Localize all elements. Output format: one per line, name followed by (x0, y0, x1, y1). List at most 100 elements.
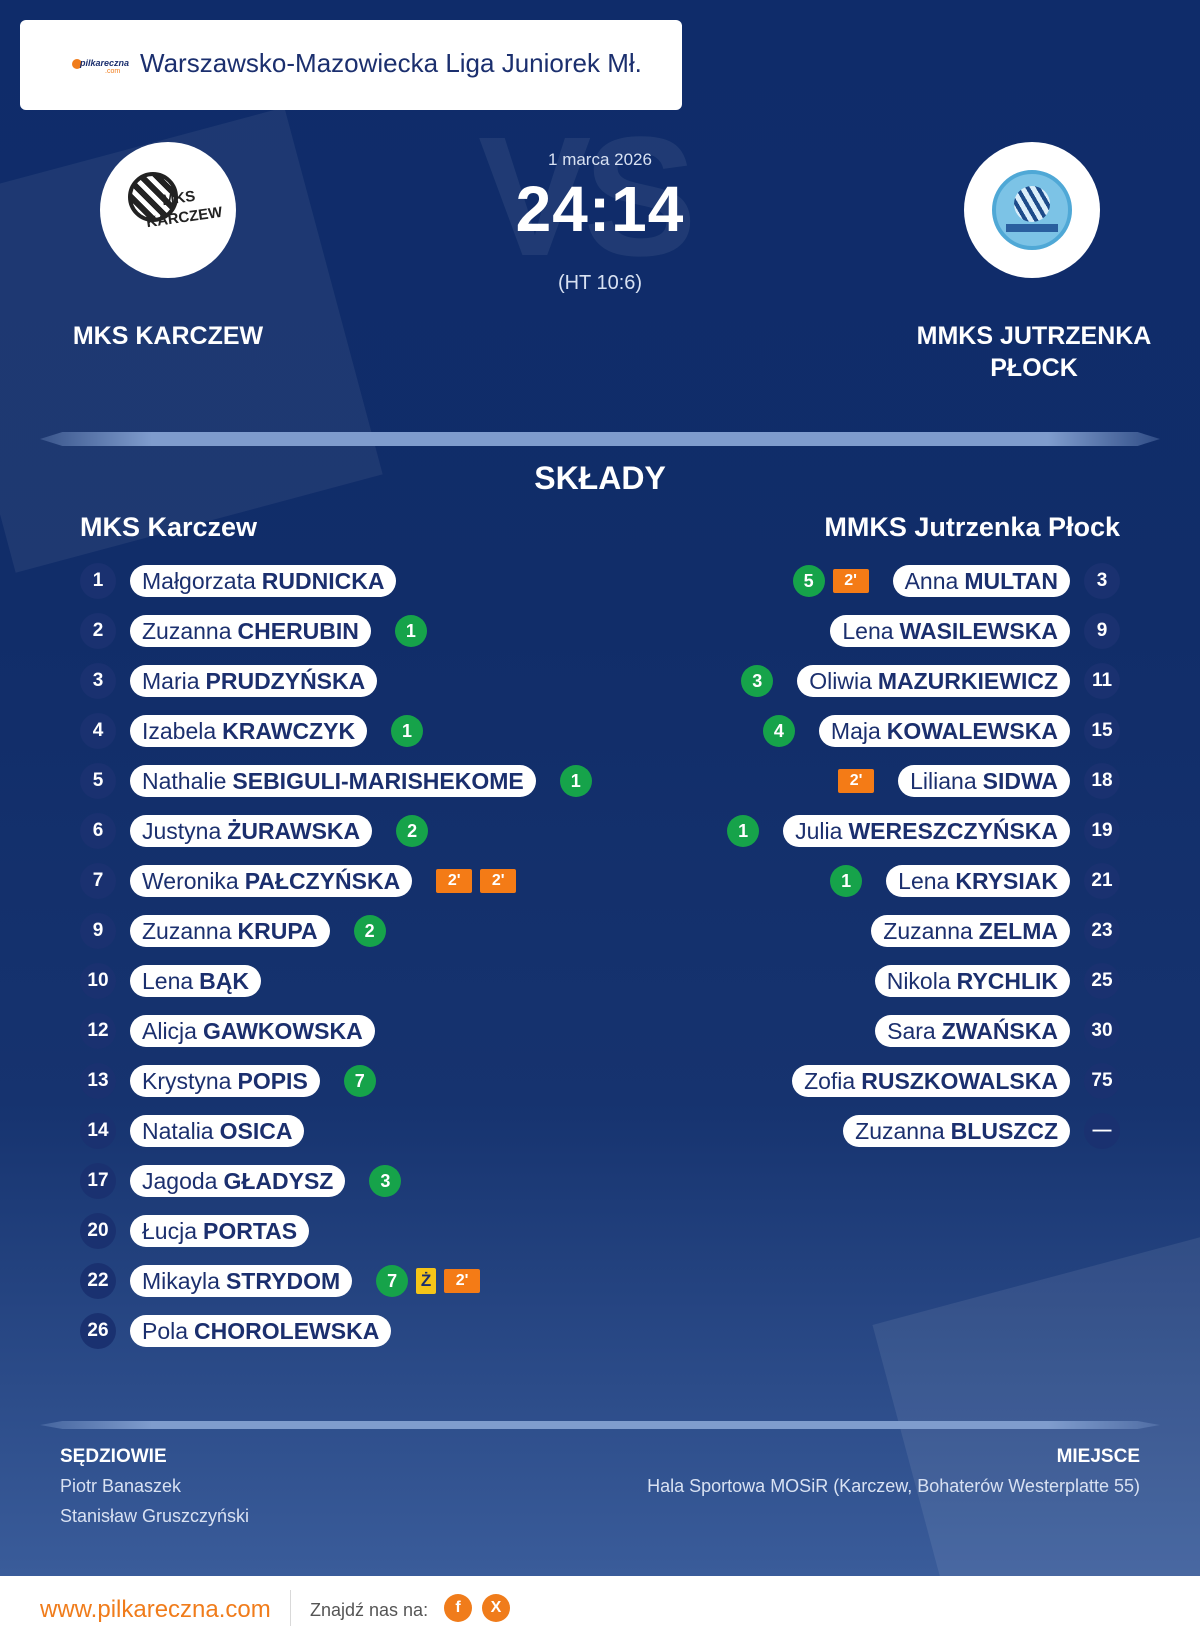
player-stats: 1 (391, 715, 424, 747)
player-row: 19 Julia WERESZCZYŃSKA 1 (560, 806, 1120, 856)
player-last-name: WERESZCZYŃSKA (848, 817, 1058, 844)
player-last-name: WASILEWSKA (899, 617, 1058, 644)
player-last-name: BĄK (199, 967, 250, 994)
player-row: 1 Małgorzata RUDNICKA (80, 556, 640, 606)
find-us-label: Znajdź nas na: (310, 1600, 429, 1620)
player-stats: 2 (353, 915, 386, 947)
site-link[interactable]: www.pilkareczna.com (40, 1596, 271, 1623)
player-first-name: Natalia (142, 1117, 214, 1144)
player-name: Oliwia MAZURKIEWICZ (797, 665, 1070, 697)
handball-icon (128, 172, 178, 222)
player-row: 75 Zofia RUSZKOWALSKA (560, 1056, 1120, 1106)
x-icon[interactable]: X (482, 1594, 510, 1622)
player-row: 25 Nikola RYCHLIK (560, 956, 1120, 1006)
player-name: Julia WERESZCZYŃSKA (783, 815, 1070, 847)
divider (40, 1421, 1160, 1429)
player-last-name: MAZURKIEWICZ (877, 667, 1058, 694)
player-row: 9 Zuzanna KRUPA 2 (80, 906, 640, 956)
player-stats: 7 (343, 1065, 376, 1097)
player-first-name: Oliwia (809, 667, 872, 694)
facebook-icon[interactable]: f (444, 1594, 472, 1622)
footer: www.pilkareczna.com Znajdź nas na: f X (0, 1576, 1200, 1646)
goals-badge: 3 (741, 665, 774, 697)
player-row: 3 Maria PRUDZYŃSKA (80, 656, 640, 706)
halftime-score: (HT 10:6) (557, 272, 643, 294)
player-last-name: PAŁCZYŃSKA (244, 867, 401, 894)
player-number: 17 (80, 1163, 116, 1199)
player-row: 4 Izabela KRAWCZYK 1 (80, 706, 640, 756)
suspension-badge: 2' (436, 869, 473, 893)
player-first-name: Małgorzata (142, 567, 256, 594)
player-number: 30 (1084, 1013, 1120, 1049)
player-row: 23 Zuzanna ZELMA (560, 906, 1120, 956)
player-last-name: OSICA (219, 1117, 293, 1144)
player-number: 1 (80, 563, 116, 599)
decorative-shape (872, 1226, 1200, 1576)
player-row: 18 Liliana SIDWA 2' (560, 756, 1120, 806)
player-first-name: Zofia (804, 1067, 856, 1094)
player-stats: 1 (830, 865, 863, 897)
player-number: 13 (80, 1063, 116, 1099)
player-row: 17 Jagoda GŁADYSZ 3 (80, 1156, 640, 1206)
player-number: 3 (1084, 563, 1120, 599)
player-name: Małgorzata RUDNICKA (130, 565, 397, 597)
away-team-logo (964, 142, 1100, 278)
player-first-name: Alicja (142, 1017, 197, 1044)
player-number: 26 (80, 1313, 116, 1349)
player-last-name: KRAWCZYK (222, 717, 356, 744)
away-lineup-title: MMKS Jutrzenka Płock (824, 512, 1120, 542)
away-team-name: MMKS JUTRZENKA PŁOCK (916, 322, 1152, 382)
player-name: Lena KRYSIAK (886, 865, 1070, 897)
player-row: 12 Alicja GAWKOWSKA (80, 1006, 640, 1056)
goals-badge: 2 (353, 915, 386, 947)
player-name: Weronika PAŁCZYŃSKA (130, 865, 413, 897)
player-row: 15 Maja KOWALEWSKA 4 (560, 706, 1120, 756)
referee-name: Stanisław Gruszczyński (60, 1506, 250, 1526)
player-last-name: KRUPA (237, 917, 318, 944)
player-row: 9 Lena WASILEWSKA (560, 606, 1120, 656)
player-stats: 1 (394, 615, 427, 647)
player-last-name: KRYSIAK (955, 867, 1058, 894)
player-stats: 2 (396, 815, 429, 847)
player-name: Nikola RYCHLIK (874, 965, 1070, 997)
player-row: 10 Lena BĄK (80, 956, 640, 1006)
player-first-name: Łucja (142, 1217, 197, 1244)
player-name: Liliana SIDWA (898, 765, 1070, 797)
player-last-name: SEBIGULI-MARISHEKOME (232, 767, 524, 794)
goals-badge: 1 (559, 765, 592, 797)
referees-title: SĘDZIOWIE (60, 1446, 167, 1467)
player-number: 9 (1084, 613, 1120, 649)
home-team-name: MKS KARCZEW (72, 322, 264, 350)
crest-icon (992, 170, 1072, 250)
player-row: 30 Sara ZWAŃSKA (560, 1006, 1120, 1056)
player-last-name: ZELMA (978, 917, 1058, 944)
player-name: Mikayla STRYDOM (130, 1265, 353, 1297)
venue-name: Hala Sportowa MOSiR (Karczew, Bohaterów … (647, 1476, 1140, 1496)
player-first-name: Zuzanna (142, 617, 232, 644)
player-first-name: Maja (830, 717, 881, 744)
player-first-name: Weronika (142, 867, 239, 894)
player-row: 21 Lena KRYSIAK 1 (560, 856, 1120, 906)
player-last-name: RUDNICKA (261, 567, 385, 594)
player-first-name: Lena (898, 867, 950, 894)
player-number: 11 (1084, 663, 1120, 699)
player-stats: 1 (727, 815, 760, 847)
player-first-name: Lena (842, 617, 894, 644)
player-stats: 3 (369, 1165, 402, 1197)
player-last-name: RYCHLIK (956, 967, 1058, 994)
player-number: 9 (80, 913, 116, 949)
player-first-name: Zuzanna (142, 917, 232, 944)
referee-name: Piotr Banaszek (60, 1476, 182, 1496)
player-first-name: Pola (142, 1317, 189, 1344)
goals-badge: 2 (396, 815, 429, 847)
player-name: Anna MULTAN (892, 565, 1070, 597)
goals-badge: 4 (762, 715, 795, 747)
player-name: Natalia OSICA (130, 1115, 305, 1147)
home-lineup-title: MKS Karczew (80, 512, 258, 542)
match-date: 1 marca 2026 (548, 150, 652, 169)
goals-badge: 1 (391, 715, 424, 747)
player-row: — Zuzanna BLUSZCZ (560, 1106, 1120, 1156)
player-stats: 3 (741, 665, 774, 697)
player-number: 4 (80, 713, 116, 749)
player-stats: 7 Ż 2' (376, 1265, 481, 1297)
